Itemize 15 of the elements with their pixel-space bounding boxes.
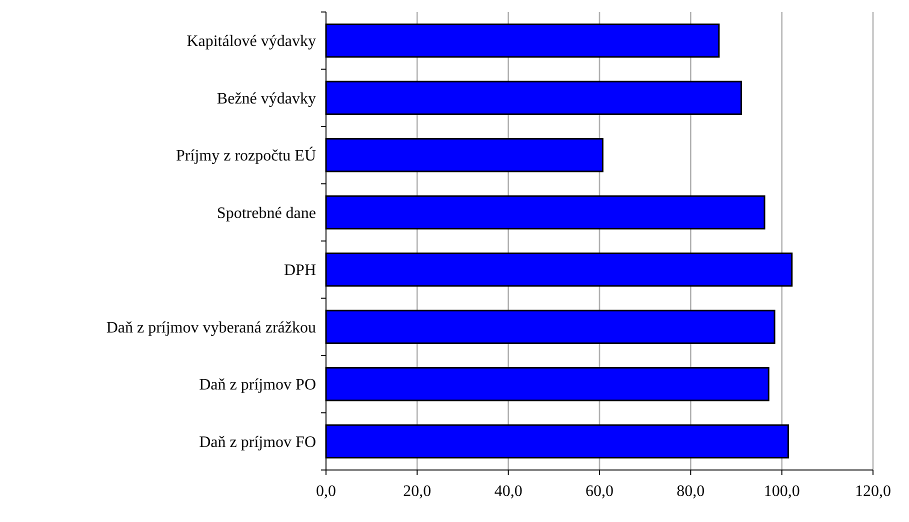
x-tick-label: 40,0 [494,483,522,500]
y-tick-label: DPH [284,262,316,280]
y-tick-label: Daň z príjmov vyberaná zrážkou [106,319,316,336]
x-tick-label: 60,0 [586,483,614,500]
x-tick-label: 20,0 [403,483,432,500]
y-tick-label: Bežné výdavky [216,90,316,108]
x-tick-label: 80,0 [676,483,705,500]
x-tick-label: 0,0 [316,483,336,500]
y-tick-label: Daň z príjmov PO [199,376,316,394]
y-tick-label: Kapitálové výdavky [186,33,316,50]
x-tick-label: 120,0 [855,483,891,500]
y-tick-label: Príjmy z rozpočtu EÚ [176,146,316,165]
y-tick-label: Spotrebné dane [216,204,316,222]
x-tick-label: 100,0 [764,483,800,500]
y-tick-label: Daň z príjmov FO [199,434,316,451]
